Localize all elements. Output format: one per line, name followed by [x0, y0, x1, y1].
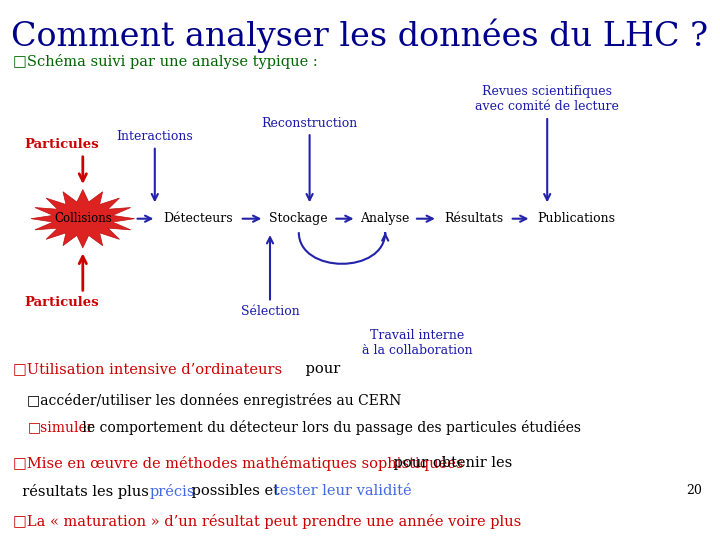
Polygon shape [31, 190, 135, 248]
Text: Sélection: Sélection [240, 305, 300, 318]
Text: Analyse: Analyse [361, 212, 410, 225]
Text: □simuler: □simuler [27, 420, 94, 434]
Text: □Utilisation intensive d’ordinateurs: □Utilisation intensive d’ordinateurs [13, 362, 282, 376]
Text: □accéder/utiliser les données enregistrées au CERN: □accéder/utiliser les données enregistré… [27, 393, 402, 408]
Text: Interactions: Interactions [117, 130, 193, 143]
Text: Stockage: Stockage [269, 212, 328, 225]
Text: possibles et: possibles et [187, 484, 284, 498]
Text: Reconstruction: Reconstruction [261, 117, 358, 130]
Text: 20: 20 [686, 484, 702, 497]
Text: résultats les plus: résultats les plus [13, 484, 153, 500]
Text: Particules: Particules [24, 296, 99, 309]
Text: précis: précis [150, 484, 195, 500]
Text: Revues scientifiques
avec comité de lecture: Revues scientifiques avec comité de lect… [475, 85, 619, 113]
Text: Collisions: Collisions [54, 212, 112, 225]
Text: le comportement du détecteur lors du passage des particules étudiées: le comportement du détecteur lors du pas… [78, 420, 581, 435]
Text: Travail interne
à la collaboration: Travail interne à la collaboration [362, 329, 473, 357]
Text: pour obtenir les: pour obtenir les [389, 456, 512, 470]
Text: □La « maturation » d’un résultat peut prendre une année voire plus: □La « maturation » d’un résultat peut pr… [13, 514, 521, 529]
Text: □Mise en œuvre de méthodes mathématiques sophistiquées: □Mise en œuvre de méthodes mathématiques… [13, 456, 464, 471]
Text: Publications: Publications [537, 212, 615, 225]
Text: tester leur validité: tester leur validité [274, 484, 412, 498]
Text: Détecteurs: Détecteurs [163, 212, 233, 225]
Text: Comment analyser les données du LHC ?: Comment analyser les données du LHC ? [12, 19, 708, 53]
Text: Résultats: Résultats [444, 212, 503, 225]
Text: □Schéma suivi par une analyse typique :: □Schéma suivi par une analyse typique : [13, 54, 318, 69]
Text: pour: pour [301, 362, 341, 376]
Text: Particules: Particules [24, 138, 99, 151]
